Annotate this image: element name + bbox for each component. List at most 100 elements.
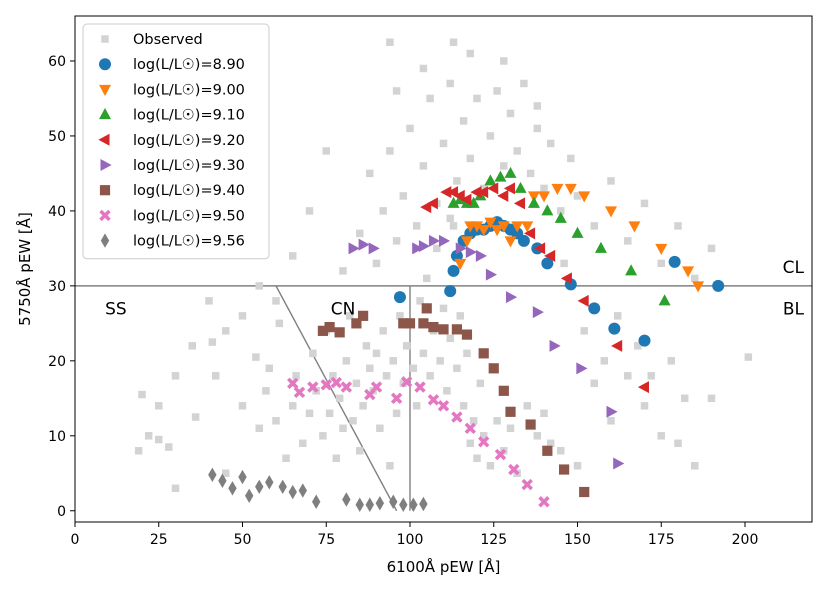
data-point <box>332 454 341 463</box>
data-point <box>352 379 361 388</box>
data-point <box>534 242 546 255</box>
data-point <box>255 282 263 290</box>
data-point <box>171 372 180 380</box>
data-point <box>498 385 509 396</box>
data-point <box>305 207 314 215</box>
data-point <box>272 417 280 425</box>
data-point <box>493 417 501 425</box>
data-point <box>466 439 475 448</box>
data-point <box>497 189 509 202</box>
data-point <box>439 234 451 247</box>
data-point <box>567 154 575 163</box>
data-point <box>605 206 617 218</box>
data-point <box>504 236 517 248</box>
data-point <box>488 363 499 374</box>
data-point <box>541 204 554 216</box>
data-point <box>386 462 394 470</box>
x-axis-ticks: 0 25 50 75 100 125 150 175 200 <box>71 522 759 548</box>
data-point <box>517 234 530 247</box>
data-point <box>342 492 351 507</box>
data-point <box>493 87 501 95</box>
x-tick-label: 125 <box>480 532 507 548</box>
data-point <box>443 387 451 395</box>
data-point <box>573 462 582 470</box>
data-point <box>293 386 306 399</box>
data-point <box>577 294 589 307</box>
data-point <box>419 64 428 73</box>
data-point <box>484 174 497 186</box>
data-point <box>607 417 615 425</box>
data-point <box>222 469 230 478</box>
data-point <box>165 443 173 451</box>
legend-marker <box>99 58 111 71</box>
data-point <box>412 222 421 230</box>
data-point <box>289 252 297 260</box>
data-point <box>691 462 699 470</box>
data-point <box>389 494 398 509</box>
data-point <box>362 342 371 350</box>
data-point <box>494 170 507 182</box>
data-point <box>674 222 682 230</box>
data-point <box>628 221 641 233</box>
data-point <box>423 274 431 283</box>
data-point <box>455 242 467 255</box>
y-tick-label: 40 <box>48 204 66 220</box>
data-point <box>414 381 426 393</box>
data-point <box>506 424 515 433</box>
data-point <box>320 379 332 391</box>
data-point <box>208 338 217 346</box>
data-point <box>416 297 424 305</box>
data-point <box>594 241 607 253</box>
series-4 <box>420 182 649 394</box>
data-point <box>544 249 556 262</box>
series-7 <box>287 376 550 508</box>
data-point <box>580 327 588 335</box>
data-point <box>524 227 536 240</box>
y-axis-label: 5750Å pEW [Å] <box>15 212 34 326</box>
data-point <box>439 304 448 313</box>
data-point <box>238 469 247 485</box>
data-point <box>466 49 475 58</box>
data-point <box>419 349 428 358</box>
data-point <box>359 402 367 410</box>
data-point <box>657 432 665 440</box>
data-point <box>171 484 180 493</box>
data-point <box>348 242 360 255</box>
data-point <box>523 402 531 410</box>
series-5 <box>348 234 625 470</box>
data-point <box>392 409 401 418</box>
data-point <box>330 376 342 389</box>
data-point <box>365 497 374 512</box>
data-point <box>396 312 404 320</box>
data-point <box>600 357 609 365</box>
region-label: SS <box>105 299 127 319</box>
legend-label: Observed <box>133 32 203 48</box>
data-point <box>155 435 163 444</box>
data-point <box>680 394 689 403</box>
data-point <box>503 182 515 195</box>
data-point <box>477 225 490 237</box>
data-point <box>506 109 515 118</box>
legend-box <box>82 23 270 260</box>
data-point <box>549 339 561 352</box>
data-point <box>640 199 649 208</box>
series-6 <box>317 303 590 498</box>
data-point <box>527 196 540 208</box>
data-point <box>590 379 598 388</box>
legend-marker <box>99 84 111 96</box>
x-tick-label: 0 <box>71 532 80 548</box>
data-point <box>335 394 344 403</box>
data-point <box>366 169 374 178</box>
data-point <box>278 479 287 494</box>
data-point <box>440 186 452 199</box>
data-point <box>668 255 681 268</box>
data-point <box>546 439 555 448</box>
data-point <box>487 182 499 195</box>
data-point <box>307 381 319 393</box>
data-point <box>504 166 517 178</box>
data-point <box>608 322 621 335</box>
data-point <box>647 372 655 380</box>
data-point <box>486 462 495 470</box>
x-tick-label: 200 <box>732 532 759 548</box>
